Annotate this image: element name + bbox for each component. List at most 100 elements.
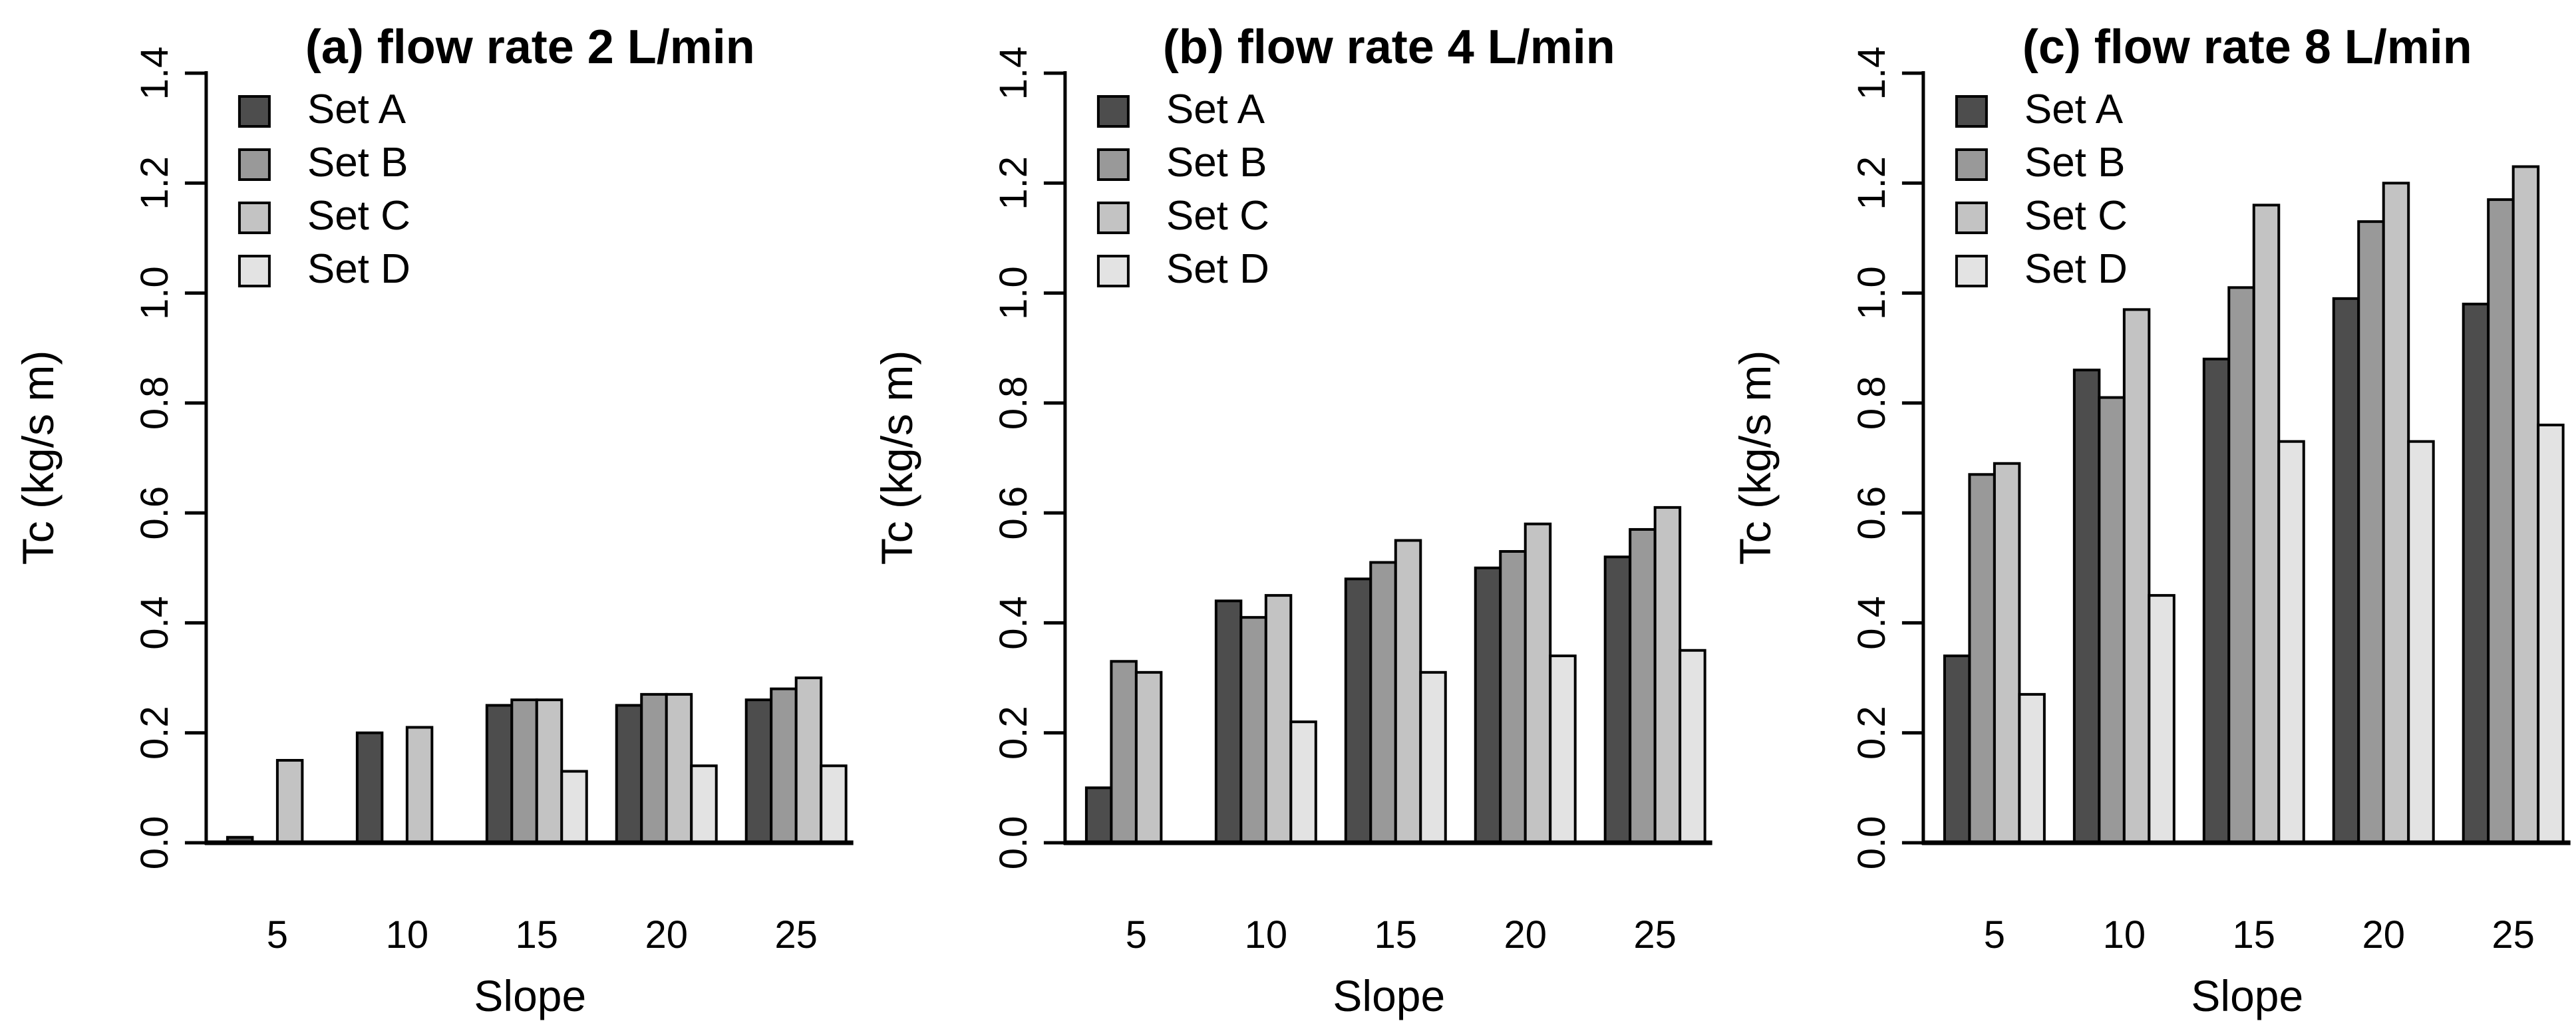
bar-set-a-slope-25: [1603, 555, 1631, 844]
bar-set-a-slope-20: [1474, 566, 1502, 844]
bar-chart-panel-b: (b) flow rate 4 L/min 0.0 0.2 0.4 0.6 0.8 1.0 1…: [872, 21, 1712, 1020]
bar-set-d-slope-25: [2537, 423, 2565, 844]
legend-swatch-set-b: [238, 148, 271, 181]
bar-set-a-slope-15: [2203, 357, 2231, 844]
bar-set-b-slope-20: [2357, 220, 2386, 844]
bar-set-a-slope-10: [2073, 369, 2101, 844]
legend-label: Set A: [1166, 86, 1265, 132]
bar-set-b-slope-25: [770, 687, 798, 844]
y-tick-label: 1.2: [1851, 156, 1893, 210]
bar-set-b-slope-20: [1498, 549, 1527, 844]
legend-label: Set B: [307, 140, 408, 186]
legend-label: Set C: [307, 193, 410, 239]
x-tick-label: 20: [1504, 914, 1546, 957]
bar-set-b-slope-5: [1968, 473, 1997, 844]
bar-set-b-slope-10: [1239, 616, 1267, 845]
legend-label: Set D: [307, 246, 410, 292]
bar-set-a-slope-20: [2333, 297, 2360, 845]
x-tick-label: 20: [2362, 914, 2405, 957]
bar-set-d-slope-20: [2407, 440, 2436, 844]
x-tick-label: 15: [1374, 914, 1416, 957]
y-tick-label: 1.4: [1851, 47, 1893, 100]
y-tick-label: 0.6: [134, 486, 176, 540]
bar-set-a-slope-25: [744, 698, 773, 844]
bar-set-a-slope-5: [1943, 655, 1971, 844]
bar-set-a-slope-10: [1214, 599, 1243, 844]
bar-chart-panel-c: (c) flow rate 8 L/min 0.0 0.2 0.4 0.6 0.8 1.0 1…: [1730, 21, 2571, 1020]
x-axis-label: Slope: [1333, 971, 1445, 1020]
y-tick-label: 1.2: [134, 156, 176, 210]
x-tick-label: 25: [774, 914, 817, 957]
y-tick-label: 1.0: [134, 266, 176, 320]
y-axis-label: Tc (kg/s m): [872, 351, 921, 565]
legend-swatch-set-b: [1955, 148, 1989, 181]
y-tick-label: 1.0: [993, 266, 1035, 320]
bar-set-c-slope-5: [275, 759, 304, 845]
x-tick-label: 5: [1125, 914, 1146, 957]
x-tick-label: 5: [1984, 914, 2005, 957]
x-tick-label: 15: [2233, 914, 2275, 957]
bar-set-b-slope-20: [640, 692, 668, 844]
bar-set-b-slope-15: [510, 698, 538, 844]
legend-swatch-set-b: [1096, 148, 1130, 181]
bar-set-d-slope-25: [820, 764, 848, 845]
x-tick-label: 15: [516, 914, 558, 957]
y-axis-label: Tc (kg/s m): [1730, 351, 1780, 565]
y-tick-label: 1.4: [134, 47, 176, 100]
bar-set-a-slope-20: [615, 704, 643, 844]
bar-set-b-slope-10: [2098, 396, 2126, 844]
y-tick-label: 0.8: [1851, 376, 1893, 430]
bar-set-b-slope-25: [1628, 527, 1657, 845]
y-tick-label: 1.4: [993, 47, 1035, 100]
bar-set-c-slope-10: [1264, 594, 1292, 844]
bar-chart-panel-a: (a) flow rate 2 L/min 0.0 0.2 0.4 0.6 0.8 1.0 1…: [13, 21, 854, 1020]
bar-set-a-slope-15: [485, 704, 514, 844]
bar-set-d-slope-10: [2148, 594, 2176, 844]
bar-set-d-slope-15: [2277, 440, 2306, 844]
y-tick-label: 0.2: [1851, 706, 1893, 760]
panel-c: (c) flow rate 8 L/min 0.0 0.2 0.4 0.6 0.8 1.0 1…: [1717, 0, 2576, 1035]
bar-set-d-slope-15: [1418, 670, 1447, 844]
bar-set-a-slope-5: [1084, 786, 1113, 845]
legend-label: Set D: [2024, 246, 2128, 292]
bar-set-c-slope-15: [2253, 204, 2281, 845]
legend-label: Set A: [307, 86, 406, 132]
y-tick-label: 0.4: [993, 596, 1035, 650]
x-tick-label: 5: [267, 914, 288, 957]
x-tick-label: 10: [2103, 914, 2146, 957]
legend-swatch-set-d: [1096, 255, 1130, 287]
x-tick-label: 10: [386, 914, 428, 957]
legend-label: Set B: [2024, 140, 2126, 186]
y-tick-label: 0.0: [993, 816, 1035, 870]
bar-set-d-slope-20: [1548, 655, 1577, 844]
bar-set-a-slope-25: [2462, 303, 2490, 845]
panel-title: (b) flow rate 4 L/min: [1163, 21, 1615, 74]
x-axis-label: Slope: [474, 971, 586, 1020]
legend-swatch-set-a: [238, 95, 271, 128]
bar-set-c-slope-20: [1524, 522, 1551, 845]
panel-b: (b) flow rate 4 L/min 0.0 0.2 0.4 0.6 0.8 1.0 1…: [859, 0, 1718, 1035]
x-tick-label: 10: [1244, 914, 1287, 957]
bar-set-b-slope-5: [1110, 660, 1138, 844]
bar-set-d-slope-25: [1678, 649, 1706, 844]
bar-set-c-slope-15: [1394, 539, 1422, 844]
y-tick-label: 1.0: [1851, 266, 1893, 320]
legend-swatch-set-d: [238, 255, 271, 287]
bar-set-d-slope-20: [690, 764, 718, 845]
panel-a: (a) flow rate 2 L/min 0.0 0.2 0.4 0.6 0.8 1.0 1…: [0, 0, 859, 1035]
bar-set-d-slope-10: [1289, 720, 1317, 844]
bar-set-b-slope-25: [2487, 198, 2515, 845]
bar-set-c-slope-25: [794, 676, 823, 844]
bar-set-c-slope-20: [2382, 182, 2410, 844]
bar-set-a-slope-15: [1344, 577, 1372, 844]
y-tick-label: 0.8: [993, 376, 1035, 430]
y-axis-label: Tc (kg/s m): [13, 351, 63, 565]
bar-set-c-slope-25: [1653, 506, 1681, 845]
bar-set-a-slope-10: [355, 731, 384, 844]
legend-swatch-set-c: [238, 202, 271, 234]
y-tick-label: 0.0: [134, 816, 176, 870]
panel-title: (a) flow rate 2 L/min: [305, 21, 755, 74]
legend-label: Set D: [1166, 246, 1269, 292]
legend-swatch-set-c: [1096, 202, 1130, 234]
